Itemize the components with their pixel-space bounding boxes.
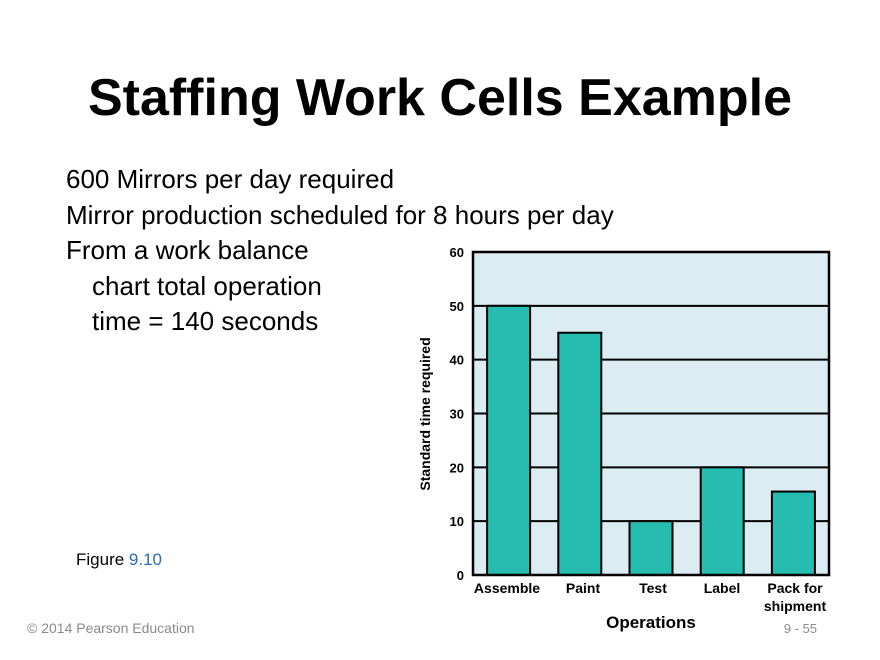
x-tick-label: Pack for shipment — [764, 580, 827, 614]
copyright-footer: © 2014 Pearson Education — [27, 620, 195, 636]
work-balance-chart: 0 10 20 30 40 50 60 Assemble Paint Test Label Pack … — [417, 245, 831, 632]
bar — [486, 304, 532, 576]
bullet-work-balance-line3: time = 140 seconds — [92, 306, 319, 336]
y-tick-label: 40 — [450, 353, 464, 368]
bar — [699, 466, 745, 576]
bullet-work-balance: From a work balance — [66, 235, 309, 265]
figure-caption: Figure 9.10 — [76, 550, 162, 570]
y-tick-label: 60 — [450, 245, 464, 260]
y-tick-label: 20 — [450, 460, 464, 475]
y-tick-label: 10 — [450, 514, 464, 529]
bar — [628, 520, 674, 576]
y-tick-label: 0 — [457, 568, 464, 583]
x-tick-label: Assemble — [474, 580, 540, 596]
y-tick-label: 50 — [450, 299, 464, 314]
bullet-requirement: 600 Mirrors per day required — [66, 164, 395, 194]
y-axis-title: Standard time required — [417, 337, 433, 490]
bullet-work-balance-line2: chart total operation — [92, 270, 322, 301]
bar — [557, 331, 603, 576]
plot-frame — [471, 250, 831, 577]
body-text: 600 Mirrors per day required Mirror prod… — [66, 162, 614, 340]
x-axis-title: Operations — [606, 613, 696, 632]
x-tick-label: Label — [704, 580, 741, 596]
bullet-schedule: Mirror production scheduled for 8 hours … — [66, 199, 614, 230]
y-tick-label: 30 — [450, 407, 464, 422]
figure-prefix: Figure — [76, 550, 129, 569]
x-tick-label: Paint — [566, 580, 601, 596]
x-tick-label: Test — [639, 580, 667, 596]
figure-number: 9.10 — [128, 550, 163, 569]
slide-title: Staffing Work Cells Example — [87, 69, 793, 127]
bar — [770, 490, 816, 576]
page-number: 9 - 55 — [783, 621, 817, 636]
